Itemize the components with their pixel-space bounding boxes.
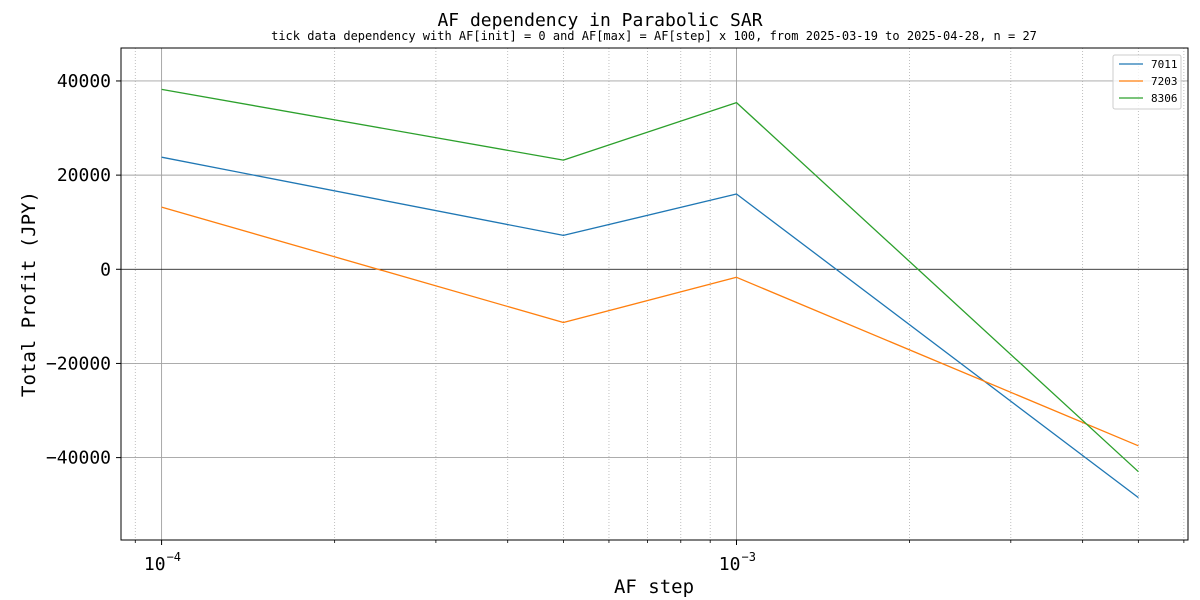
legend-label-7011: 7011 — [1151, 58, 1178, 71]
plot-frame — [120, 47, 1189, 541]
legend: 7011 7203 8306 — [1112, 54, 1182, 110]
x-axis-label: AF step — [614, 576, 694, 598]
chart-title: AF dependency in Parabolic SAR — [437, 10, 762, 31]
x-tick-label-base: 10 — [719, 554, 741, 575]
series-line-7203 — [161, 206, 1139, 447]
y-tick-label: −20000 — [46, 353, 111, 374]
x-tick-label-base: 10 — [144, 554, 166, 575]
y-axis-label: Total Profit (JPY) — [18, 191, 40, 397]
series-lines — [161, 88, 1139, 499]
y-tick-labels: 40000 20000 0 −20000 −40000 — [46, 71, 111, 469]
x-tick-label-exponent: −4 — [167, 550, 181, 564]
x-tick-label-exponent: −3 — [741, 550, 755, 564]
x-tick-label: 10 −4 — [144, 550, 181, 575]
chart-subtitle: tick data dependency with AF[init] = 0 a… — [271, 29, 1037, 43]
y-tick-label: −40000 — [46, 448, 111, 469]
x-tick-label: 10 −3 — [719, 550, 756, 575]
legend-box — [1112, 54, 1182, 110]
minor-gridlines — [134, 48, 1185, 540]
tick-marks — [116, 80, 1185, 545]
plot-background — [121, 48, 1188, 540]
y-tick-label: 20000 — [57, 165, 111, 186]
y-tick-label: 0 — [100, 259, 111, 280]
y-tick-label: 40000 — [57, 71, 111, 92]
legend-label-8306: 8306 — [1151, 92, 1178, 105]
series-line-7011 — [161, 156, 1139, 499]
x-tick-labels: 10 −4 10 −3 — [144, 550, 756, 575]
series-line-8306 — [161, 88, 1139, 473]
legend-label-7203: 7203 — [1151, 75, 1178, 88]
major-gridlines — [121, 48, 1188, 540]
plot-area — [116, 47, 1189, 545]
